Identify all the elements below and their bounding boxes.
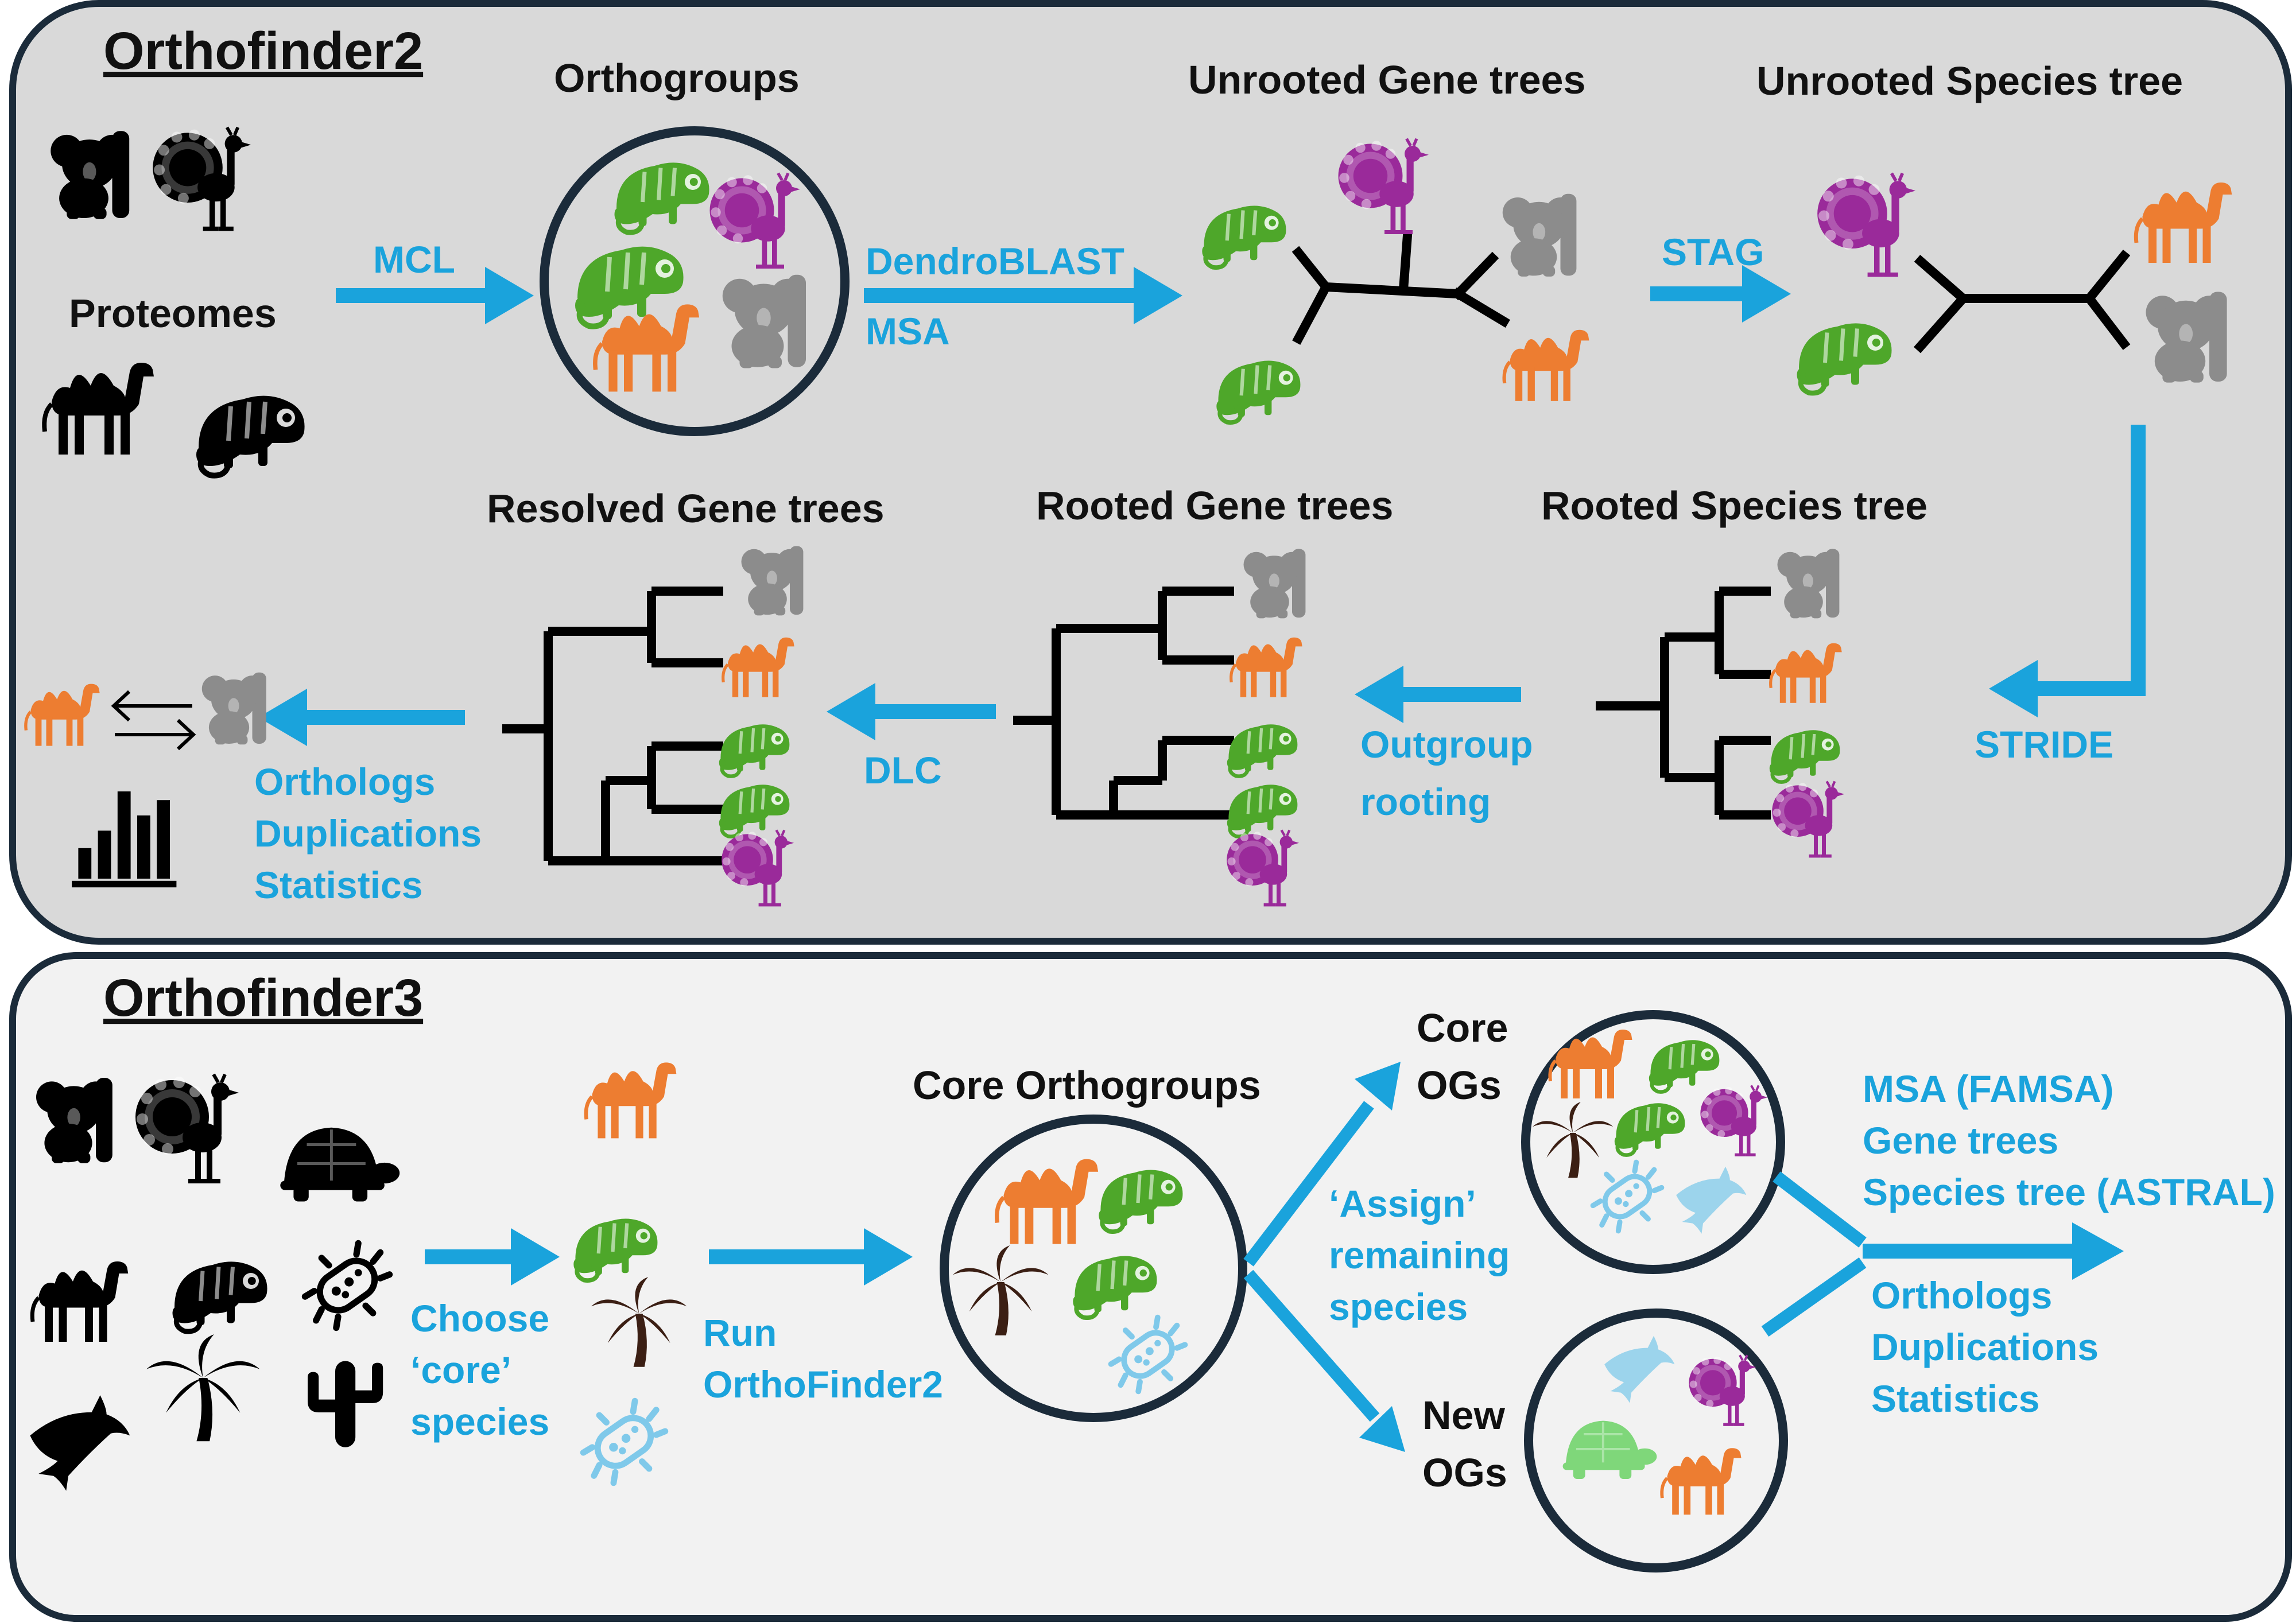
exchange-arrows-icon <box>111 690 196 751</box>
rooted-species-tree-label: Rooted Species tree <box>1541 483 1927 528</box>
of2-duplications-label: Duplications <box>254 812 482 855</box>
core-orthogroups-label: Core Orthogroups <box>913 1063 1261 1108</box>
mcl-label: MCL <box>373 238 455 281</box>
new-ogs-circle <box>1524 1309 1788 1572</box>
of2-orthologs-label: Orthologs <box>254 760 435 803</box>
outgroup-label-1: Outgroup <box>1360 723 1533 766</box>
of3-orthologs-label: Orthologs <box>1871 1274 2052 1317</box>
stag-arrow <box>1742 265 1791 323</box>
core-ogs-arrow <box>1355 1062 1401 1111</box>
new-ogs-label-2: OGs <box>1422 1450 1507 1495</box>
dendroblast-label: DendroBLAST <box>866 240 1124 282</box>
run-orthofinder2-arrow <box>864 1228 913 1286</box>
core-ogs-label-2: OGs <box>1417 1063 1502 1108</box>
assign-label-3: species <box>1329 1286 1468 1328</box>
outgroup-arrow <box>1355 666 1403 723</box>
msa-label: MSA <box>866 310 950 352</box>
of3-statistics-label: Statistics <box>1871 1377 2039 1420</box>
unrooted-species-tree-label: Unrooted Species tree <box>1756 59 2183 103</box>
of3-duplications-label: Duplications <box>1871 1326 2099 1368</box>
outgroup-label-2: rooting <box>1360 781 1491 823</box>
rooted-gene-tree <box>1013 587 1234 820</box>
orthogroups-circle <box>540 126 850 436</box>
core-ogs-circle <box>1521 1010 1785 1274</box>
assign-label-1: ‘Assign’ <box>1329 1182 1476 1225</box>
unrooted-gene-tree <box>1292 230 1510 345</box>
run-label-1: Run <box>703 1311 777 1354</box>
orthologs-arrow <box>258 689 307 746</box>
unrooted-gene-trees-label: Unrooted Gene trees <box>1188 57 1585 102</box>
orthofinder3-title: Orthofinder3 <box>103 969 423 1027</box>
msa-famsa-label: MSA (FAMSA) <box>1863 1067 2114 1110</box>
new-ogs-label-1: New <box>1422 1393 1505 1438</box>
gene-trees-label: Gene trees <box>1863 1119 2058 1162</box>
dlc-arrow <box>827 683 875 740</box>
of2-statistics-label: Statistics <box>254 864 422 906</box>
unrooted-species-tree <box>1914 249 2131 354</box>
choose-label-3: species <box>410 1400 549 1443</box>
species-tree-astral-label: Species tree (ASTRAL) <box>1863 1171 2275 1213</box>
proteomes-label: Proteomes <box>69 291 277 336</box>
proteomes-group: Proteomes <box>44 127 304 476</box>
core-ogs-label-1: Core <box>1417 1005 1508 1050</box>
rooted-species-tree <box>1596 587 1771 820</box>
dlc-label: DLC <box>864 749 942 791</box>
run-label-2: OrthoFinder2 <box>703 1363 943 1405</box>
resolved-gene-tree <box>502 587 723 865</box>
stride-label: STRIDE <box>1975 723 2113 766</box>
orthofinder2-panel <box>9 0 2292 945</box>
choose-label-1: Choose <box>410 1297 549 1339</box>
core-orthogroups-circle <box>940 1115 1247 1422</box>
final-output-arrow <box>2072 1222 2124 1280</box>
orthogroups-label: Orthogroups <box>554 56 800 100</box>
assign-label-2: remaining <box>1329 1234 1510 1276</box>
choose-label-2: ‘core’ <box>410 1349 511 1391</box>
rooted-gene-trees-label: Rooted Gene trees <box>1036 483 1393 528</box>
dendroblast-arrow <box>1134 267 1182 324</box>
stag-label: STAG <box>1662 231 1764 273</box>
new-ogs-arrow <box>1359 1406 1405 1452</box>
choose-arrow <box>511 1228 560 1286</box>
resolved-gene-trees-label: Resolved Gene trees <box>487 486 885 531</box>
mcl-arrow <box>485 267 534 324</box>
orthofinder2-title: Orthofinder2 <box>103 22 423 80</box>
stride-arrow <box>2035 425 2146 696</box>
